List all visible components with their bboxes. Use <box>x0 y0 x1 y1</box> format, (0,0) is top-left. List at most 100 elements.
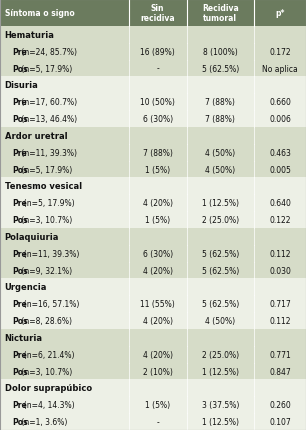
Text: 6 (30%): 6 (30%) <box>143 249 173 258</box>
Text: 4 (50%): 4 (50%) <box>205 165 235 174</box>
Text: Urgencia: Urgencia <box>5 283 47 292</box>
Bar <box>0 61 306 77</box>
Text: 7 (88%): 7 (88%) <box>205 98 235 107</box>
Bar <box>0 94 306 111</box>
Bar <box>0 228 306 245</box>
Text: Pre: Pre <box>12 400 27 409</box>
Bar <box>0 363 306 380</box>
Bar <box>0 346 306 363</box>
Bar <box>0 396 306 413</box>
Text: 1 (12.5%): 1 (12.5%) <box>202 367 239 376</box>
Bar <box>0 161 306 178</box>
Text: Pos: Pos <box>12 64 28 74</box>
Text: (n=3, 10.7%): (n=3, 10.7%) <box>19 215 73 224</box>
Text: 0.172: 0.172 <box>269 48 291 57</box>
Text: Nicturia: Nicturia <box>5 333 43 342</box>
Text: (n=11, 39.3%): (n=11, 39.3%) <box>19 249 80 258</box>
Text: Tenesmo vesical: Tenesmo vesical <box>5 182 82 191</box>
Text: 1 (5%): 1 (5%) <box>145 165 170 174</box>
Text: p*: p* <box>275 9 285 18</box>
Text: Pos: Pos <box>12 115 28 124</box>
Text: Pre: Pre <box>12 350 27 359</box>
Text: (n=3, 10.7%): (n=3, 10.7%) <box>19 367 73 376</box>
Text: (n=6, 21.4%): (n=6, 21.4%) <box>19 350 75 359</box>
Text: Sin
recidiva: Sin recidiva <box>140 4 175 23</box>
Text: 16 (89%): 16 (89%) <box>140 48 175 57</box>
Text: Dolor suprapúbico: Dolor suprapúbico <box>5 384 92 393</box>
Text: (n=1, 3.6%): (n=1, 3.6%) <box>19 417 68 426</box>
Text: Pre: Pre <box>12 300 27 308</box>
Text: 2 (25.0%): 2 (25.0%) <box>202 350 239 359</box>
Text: 0.006: 0.006 <box>269 115 291 124</box>
Text: 1 (12.5%): 1 (12.5%) <box>202 199 239 208</box>
Bar <box>0 313 306 329</box>
Bar <box>0 262 306 279</box>
Text: 4 (20%): 4 (20%) <box>143 199 173 208</box>
Text: 1 (5%): 1 (5%) <box>145 400 170 409</box>
Text: 4 (20%): 4 (20%) <box>143 350 173 359</box>
Bar <box>0 329 306 346</box>
Text: (n=11, 39.3%): (n=11, 39.3%) <box>19 148 77 157</box>
Text: -: - <box>156 417 159 426</box>
Text: Síntoma o signo: Síntoma o signo <box>5 9 74 18</box>
Text: 0.107: 0.107 <box>269 417 291 426</box>
Text: 0.847: 0.847 <box>269 367 291 376</box>
Text: Hematuria: Hematuria <box>5 31 54 40</box>
Text: 11 (55%): 11 (55%) <box>140 300 175 308</box>
Text: 0.660: 0.660 <box>269 98 291 107</box>
Text: 7 (88%): 7 (88%) <box>143 148 173 157</box>
Bar <box>0 380 306 396</box>
Text: (n=5, 17.9%): (n=5, 17.9%) <box>19 64 73 74</box>
Text: (n=13, 46.4%): (n=13, 46.4%) <box>19 115 77 124</box>
Text: Pos: Pos <box>12 266 28 275</box>
Text: 0.260: 0.260 <box>269 400 291 409</box>
Text: 0.463: 0.463 <box>269 148 291 157</box>
Text: Pos: Pos <box>12 417 28 426</box>
Text: Pre: Pre <box>12 98 27 107</box>
Text: Pre: Pre <box>12 48 27 57</box>
Text: 0.717: 0.717 <box>269 300 291 308</box>
Text: Ardor uretral: Ardor uretral <box>5 132 67 141</box>
Bar <box>0 111 306 128</box>
Text: 4 (50%): 4 (50%) <box>205 148 235 157</box>
Text: Pos: Pos <box>12 316 28 326</box>
Text: (n=5, 17.9%): (n=5, 17.9%) <box>19 165 73 174</box>
Text: -: - <box>156 64 159 74</box>
Text: 3 (37.5%): 3 (37.5%) <box>202 400 239 409</box>
Text: Pre: Pre <box>12 148 27 157</box>
Bar <box>0 44 306 61</box>
Text: (n=17, 60.7%): (n=17, 60.7%) <box>19 98 77 107</box>
Text: 0.005: 0.005 <box>269 165 291 174</box>
Text: Pre: Pre <box>12 199 27 208</box>
Text: 2 (25.0%): 2 (25.0%) <box>202 215 239 224</box>
Text: (n=9, 32.1%): (n=9, 32.1%) <box>19 266 73 275</box>
Text: 0.771: 0.771 <box>269 350 291 359</box>
Bar <box>0 27 306 44</box>
Text: 1 (12.5%): 1 (12.5%) <box>202 417 239 426</box>
Bar <box>0 296 306 313</box>
Text: 6 (30%): 6 (30%) <box>143 115 173 124</box>
Text: 0.112: 0.112 <box>269 316 291 326</box>
Text: Pos: Pos <box>12 215 28 224</box>
Text: (n=16, 57.1%): (n=16, 57.1%) <box>19 300 80 308</box>
Text: Pre: Pre <box>12 249 27 258</box>
Text: Pos: Pos <box>12 367 28 376</box>
Text: 0.030: 0.030 <box>269 266 291 275</box>
Bar <box>0 195 306 212</box>
Text: 5 (62.5%): 5 (62.5%) <box>202 64 239 74</box>
Text: Disuria: Disuria <box>5 81 38 90</box>
Bar <box>0 413 306 430</box>
Text: (n=4, 14.3%): (n=4, 14.3%) <box>19 400 75 409</box>
Text: 1 (5%): 1 (5%) <box>145 215 170 224</box>
Bar <box>0 279 306 296</box>
Bar <box>0 77 306 94</box>
Text: 0.122: 0.122 <box>269 215 291 224</box>
Text: 7 (88%): 7 (88%) <box>205 115 235 124</box>
Bar <box>0 178 306 195</box>
Bar <box>0 0 306 27</box>
Text: 4 (20%): 4 (20%) <box>143 266 173 275</box>
Text: 5 (62.5%): 5 (62.5%) <box>202 249 239 258</box>
Text: 5 (62.5%): 5 (62.5%) <box>202 300 239 308</box>
Text: 2 (10%): 2 (10%) <box>143 367 173 376</box>
Text: 4 (20%): 4 (20%) <box>143 316 173 326</box>
